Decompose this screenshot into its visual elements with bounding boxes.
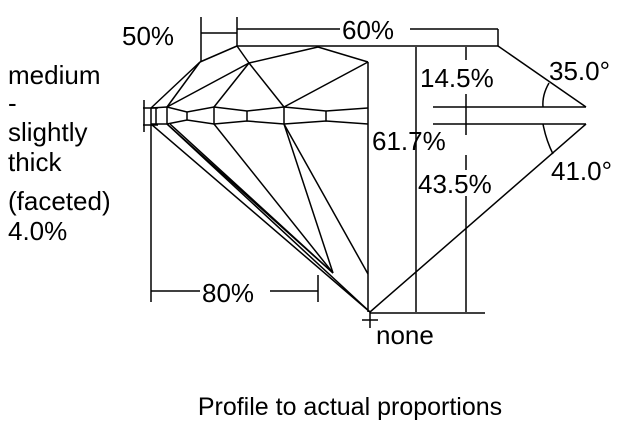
culet-label: none <box>376 320 434 350</box>
crown-angle-arc <box>542 82 550 108</box>
pavilion-angle-arc <box>542 123 554 155</box>
pavilion-angle-label: 41.0° <box>551 156 612 186</box>
dimension-lines <box>150 17 554 314</box>
girdle-label-line: (faceted) <box>8 186 111 216</box>
girdle-thickness-label: medium - slightly thick (faceted) 4.0% <box>8 60 111 246</box>
pavilion-depth-label: 43.5% <box>418 169 492 199</box>
star-length-label: 50% <box>122 21 174 51</box>
girdle-label-line: - <box>8 88 17 118</box>
lower-half-length-label: 80% <box>202 278 254 308</box>
girdle-label-line: thick <box>8 147 62 177</box>
crown-facets <box>150 45 587 312</box>
girdle-label-line: slightly <box>8 117 87 147</box>
culet-mark <box>362 312 378 328</box>
crown-height-label: 14.5% <box>420 63 494 93</box>
table-label: 60% <box>342 15 394 45</box>
girdle-label-line: 4.0% <box>8 216 67 246</box>
total-depth-label: 61.7% <box>372 126 446 156</box>
pavilion-facets <box>150 123 587 313</box>
crown-angle-label: 35.0° <box>549 56 610 86</box>
girdle <box>150 106 586 125</box>
girdle-label-line: medium <box>8 60 100 90</box>
caption: Profile to actual proportions <box>198 393 502 421</box>
